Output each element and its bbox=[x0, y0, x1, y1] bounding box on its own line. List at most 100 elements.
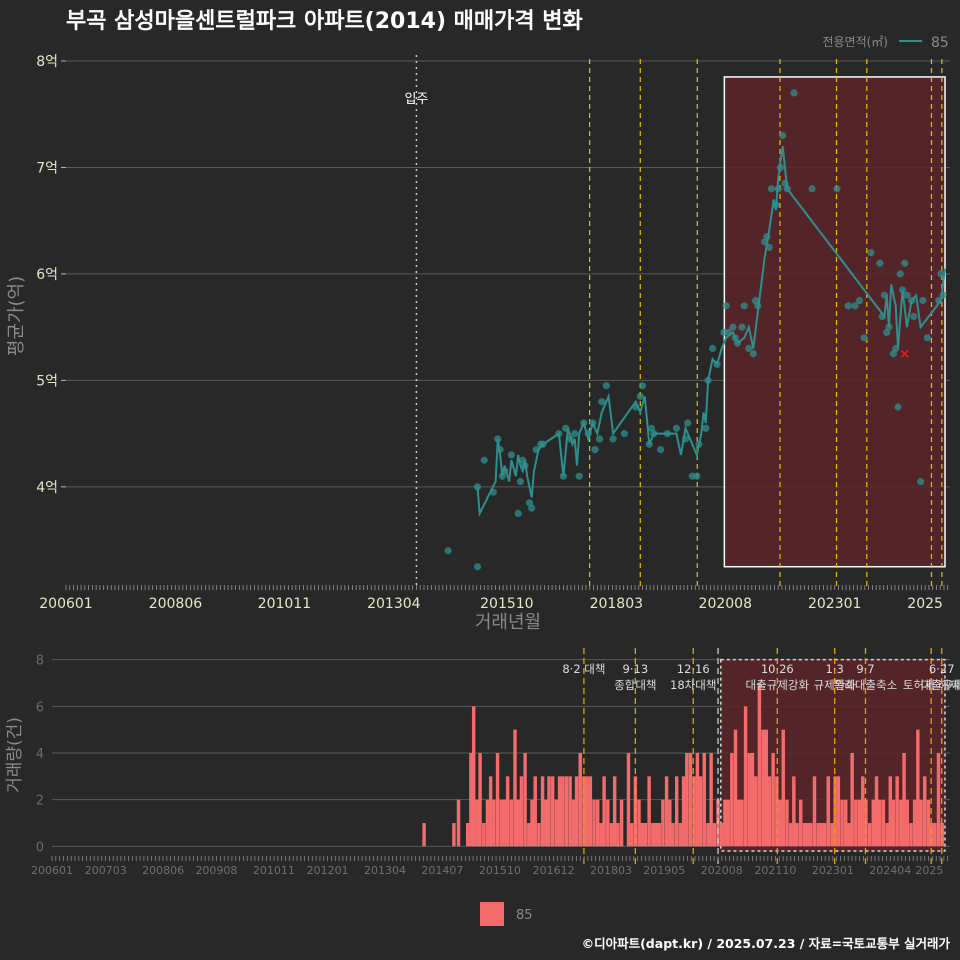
y-tick-label: 4 bbox=[36, 747, 44, 762]
price-point bbox=[729, 323, 737, 331]
volume-bar bbox=[795, 823, 799, 847]
legend-label: 85 bbox=[931, 35, 949, 51]
volume-bar bbox=[919, 799, 923, 847]
volume-bar bbox=[452, 823, 456, 847]
price-point bbox=[595, 435, 604, 443]
volume-bar bbox=[781, 729, 785, 847]
price-point bbox=[566, 435, 574, 443]
volume-bar bbox=[816, 823, 820, 847]
price-point bbox=[763, 233, 771, 241]
volume-bar bbox=[554, 799, 559, 847]
price-point bbox=[903, 291, 911, 299]
price-point bbox=[584, 430, 592, 438]
price-point bbox=[602, 382, 610, 390]
volume-bar bbox=[767, 776, 772, 847]
volume-bar bbox=[929, 823, 934, 847]
price-point bbox=[783, 185, 791, 193]
volume-bar bbox=[588, 776, 593, 847]
price-point bbox=[516, 477, 525, 486]
price-point bbox=[901, 259, 909, 267]
price-point bbox=[749, 350, 757, 358]
volume-bar bbox=[785, 799, 789, 847]
price-point bbox=[539, 440, 547, 448]
volume-bar bbox=[585, 776, 589, 847]
volume-bar bbox=[654, 823, 658, 847]
volume-bar bbox=[936, 753, 941, 847]
y-axis-title: 거래량(건) bbox=[5, 717, 25, 793]
price-point bbox=[867, 249, 875, 257]
move-in-label: 입주 bbox=[404, 92, 428, 107]
price-point bbox=[609, 435, 617, 443]
x-tick-label: 201407 bbox=[421, 864, 463, 877]
volume-bar bbox=[761, 729, 765, 847]
volume-bar bbox=[905, 799, 910, 847]
volume-bar bbox=[668, 799, 672, 847]
price-point bbox=[589, 419, 597, 427]
volume-bar bbox=[836, 776, 841, 847]
volume-bar bbox=[802, 823, 807, 847]
volume-bar bbox=[877, 799, 882, 847]
volume-bar bbox=[909, 823, 913, 847]
volume-bar bbox=[874, 776, 879, 847]
volume-bar bbox=[726, 799, 730, 847]
volume-bar bbox=[709, 753, 713, 847]
price-point bbox=[473, 563, 482, 571]
price-point bbox=[860, 334, 868, 342]
price-point bbox=[507, 451, 515, 459]
volume-bar bbox=[692, 776, 696, 847]
policy-label: 18차대책 bbox=[670, 678, 716, 692]
price-point bbox=[489, 488, 497, 496]
volume-bar bbox=[643, 823, 648, 847]
volume-bar bbox=[674, 776, 679, 847]
volume-bar bbox=[750, 753, 755, 847]
volume-bar bbox=[422, 823, 426, 847]
x-tick-label: 201201 bbox=[307, 864, 349, 877]
volume-bar bbox=[757, 683, 762, 847]
volume-bar bbox=[505, 776, 510, 847]
volume-bar bbox=[533, 776, 537, 847]
volume-bar bbox=[616, 823, 620, 847]
volume-bar bbox=[912, 799, 917, 847]
volume-bar bbox=[764, 729, 768, 847]
volume-bar bbox=[867, 823, 872, 847]
price-point bbox=[480, 456, 488, 464]
volume-bar bbox=[681, 776, 686, 847]
volume-bar bbox=[626, 753, 631, 847]
volume-bar bbox=[916, 729, 920, 847]
volume-bar bbox=[592, 799, 596, 847]
volume-bar bbox=[940, 823, 944, 847]
volume-bar bbox=[557, 776, 562, 847]
price-point bbox=[733, 339, 742, 347]
x-tick-label: 201304 bbox=[364, 864, 406, 877]
volume-bar bbox=[698, 776, 703, 847]
price-point bbox=[638, 382, 647, 390]
price-point bbox=[693, 472, 701, 480]
volume-bar bbox=[550, 776, 555, 847]
volume-bar bbox=[651, 823, 655, 847]
volume-bar bbox=[895, 776, 899, 847]
price-point bbox=[473, 483, 482, 491]
price-point bbox=[528, 504, 536, 512]
volume-bar bbox=[826, 776, 830, 847]
x-tick-label: 201905 bbox=[643, 864, 685, 877]
x-tick-label: 200601 bbox=[39, 596, 92, 612]
volume-bar bbox=[788, 823, 793, 847]
price-point bbox=[681, 435, 690, 443]
volume-bar bbox=[475, 799, 479, 847]
policy-label: 토허제 해제 bbox=[903, 678, 960, 692]
price-point bbox=[580, 419, 588, 427]
price-point bbox=[767, 185, 775, 193]
price-point bbox=[562, 424, 570, 432]
volume-bar bbox=[809, 823, 813, 847]
x-tick-label: 201011 bbox=[258, 596, 311, 612]
volume-bar bbox=[530, 799, 534, 847]
y-tick-label: 6 bbox=[36, 700, 44, 715]
x-tick-label: 200703 bbox=[85, 864, 127, 877]
price-point bbox=[917, 477, 925, 486]
price-point bbox=[851, 302, 859, 310]
price-point bbox=[645, 440, 653, 448]
price-point bbox=[709, 344, 717, 353]
price-point bbox=[923, 334, 931, 342]
volume-bar bbox=[926, 799, 931, 847]
volume-bar bbox=[629, 823, 634, 847]
